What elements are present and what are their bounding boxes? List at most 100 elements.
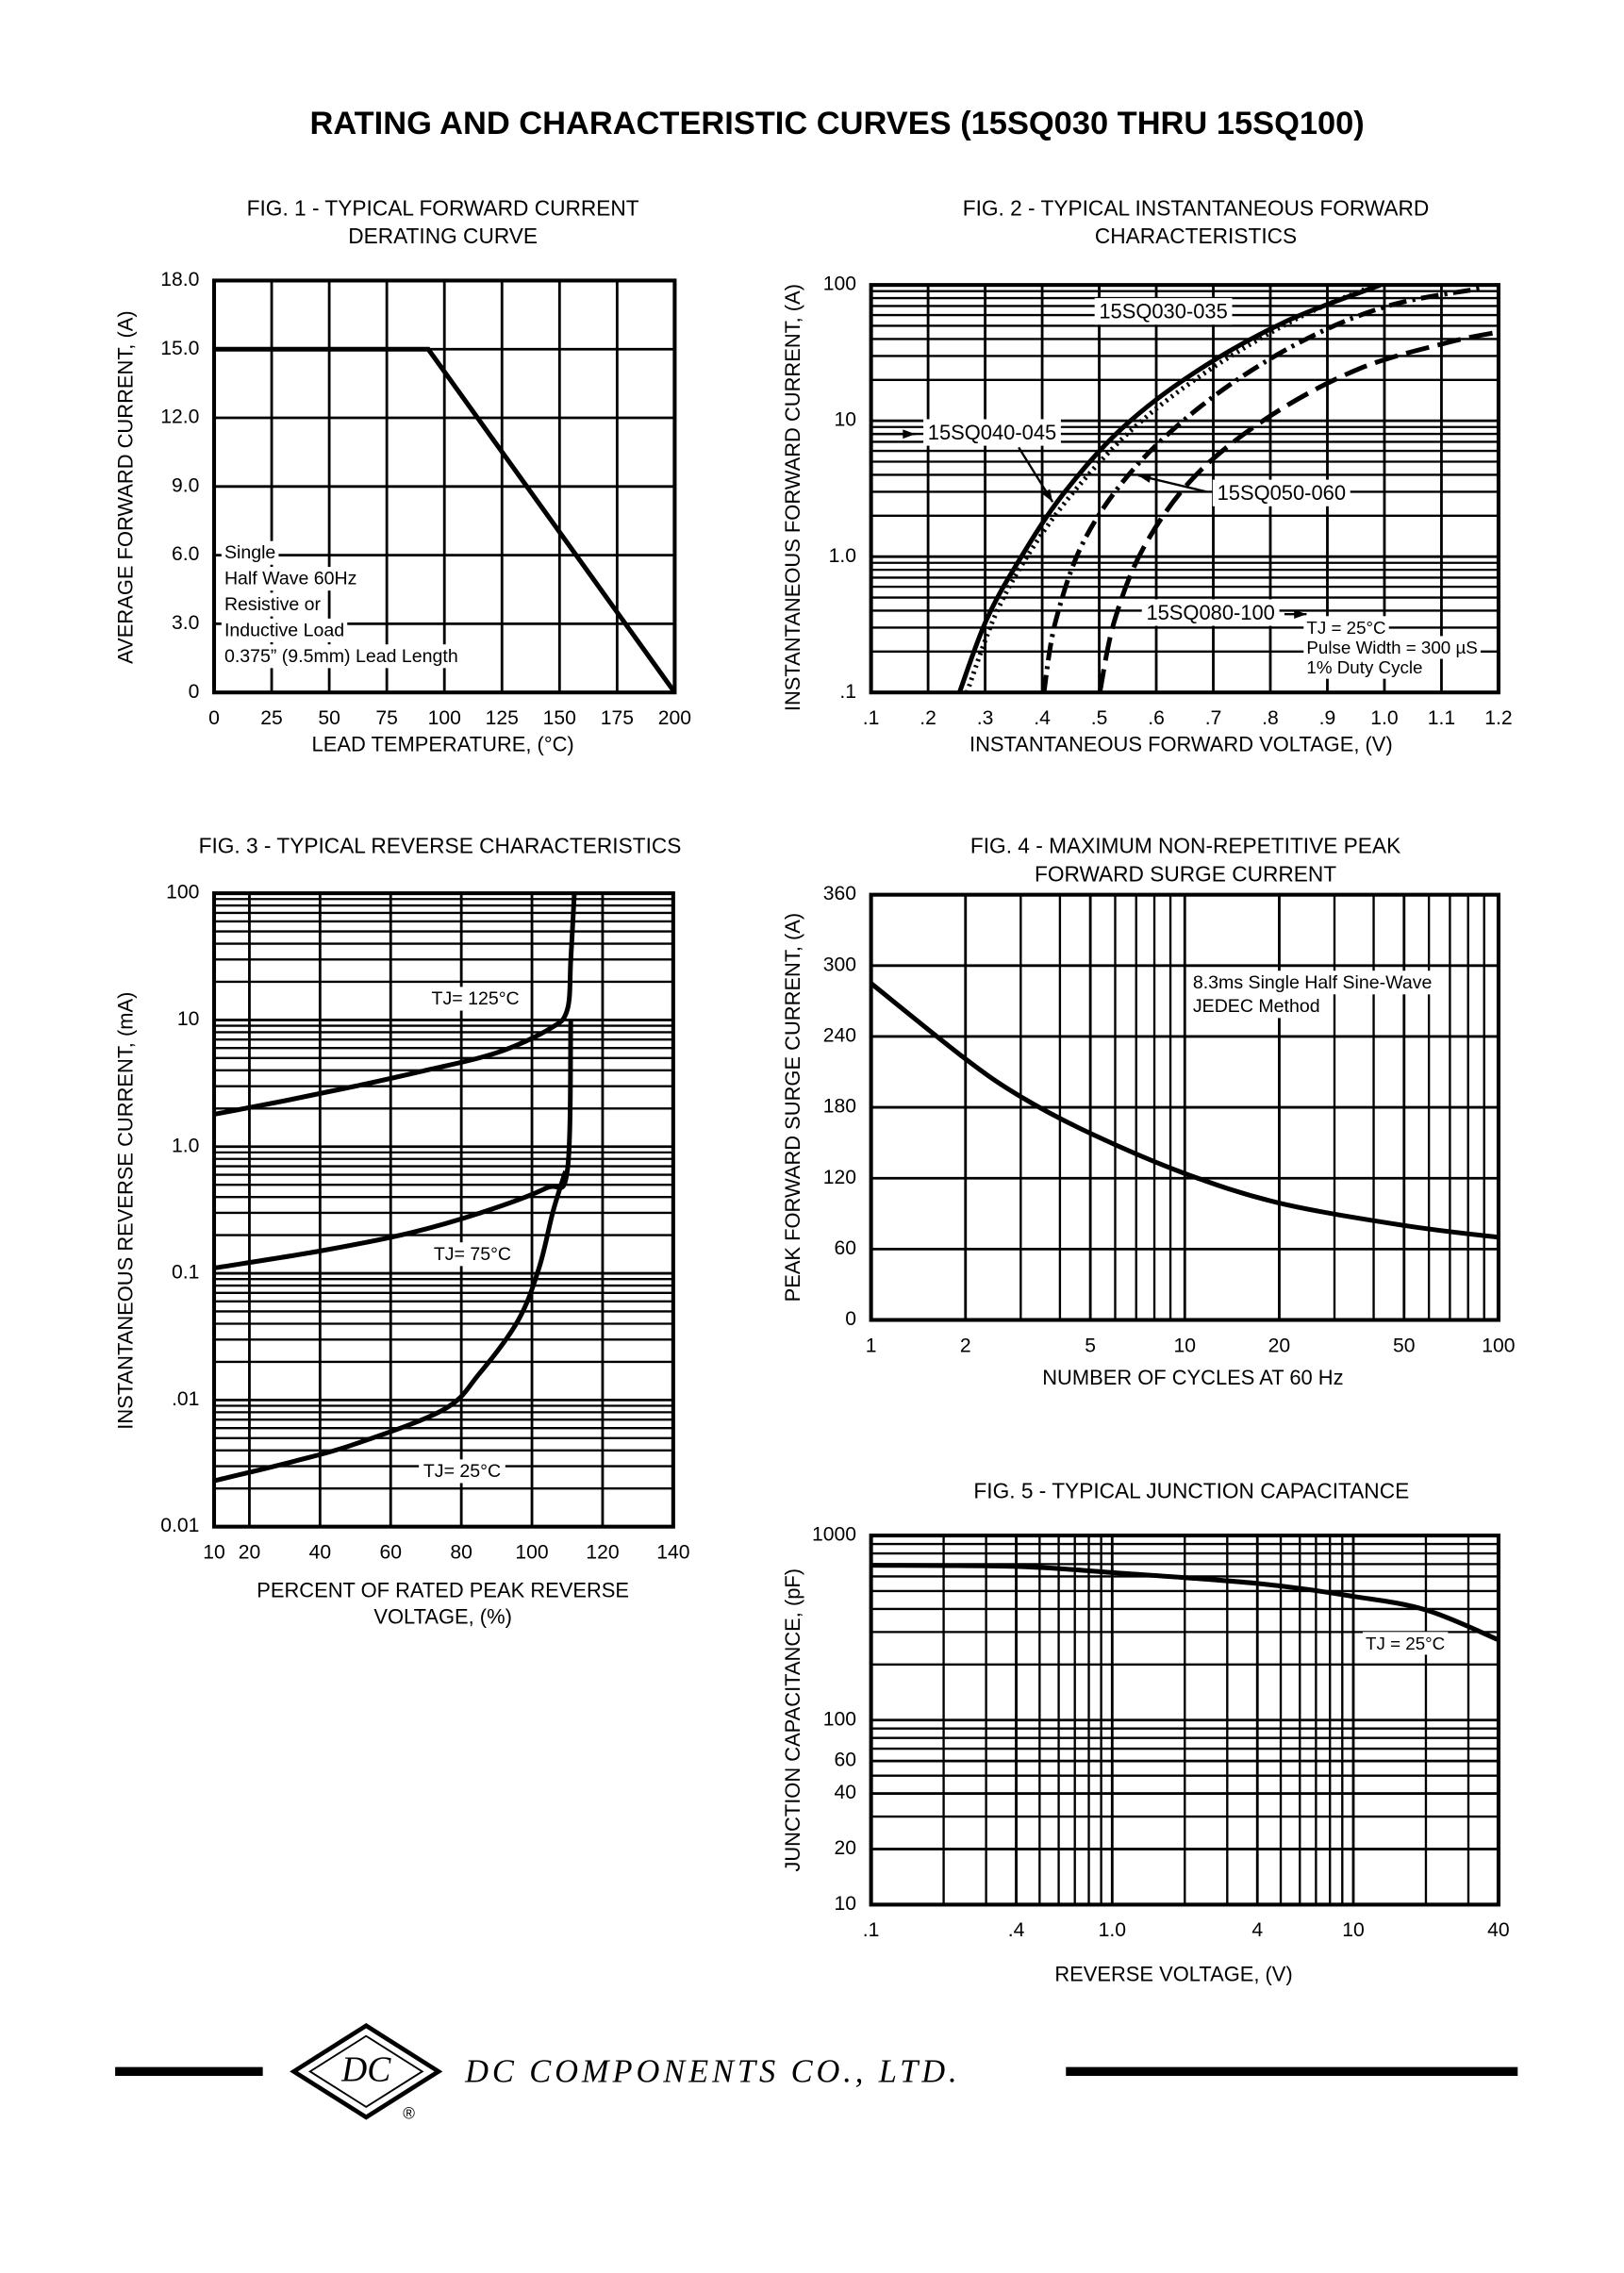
y-tick-label: 1000 <box>812 1524 856 1546</box>
plot-frame <box>869 892 1500 1322</box>
annotation: Half Wave 60Hz <box>224 569 357 589</box>
y-tick-label: 1.0 <box>172 1135 199 1156</box>
y-axis-label: AVERAGE FORWARD CURRENT, (A) <box>113 310 137 663</box>
chart: FIG. 1 - TYPICAL FORWARD CURRENT DERATING… <box>113 195 691 755</box>
y-tick-label: 20 <box>834 1837 856 1859</box>
curve <box>957 285 1382 693</box>
y-tick-label: 10 <box>834 1893 856 1915</box>
label-bg <box>1303 616 1389 639</box>
x-tick-label: 2 <box>960 1335 971 1356</box>
y-tick-label: 100 <box>166 882 199 904</box>
annotation: 1% Duty Cycle <box>1306 657 1422 677</box>
chart: FIG. 4 - MAXIMUM NON-REPETITIVE PEAK FORW… <box>781 834 1516 1389</box>
y-tick-label: 100 <box>823 274 856 295</box>
y-tick-label: 6.0 <box>172 543 199 565</box>
label-bg <box>1212 479 1351 506</box>
series-label: 15SQ040-045 <box>928 421 1056 444</box>
annotation: Single <box>224 542 275 563</box>
x-axis-label: REVERSE VOLTAGE, (V) <box>1054 1962 1292 1985</box>
x-tick-label: 10 <box>1342 1919 1365 1941</box>
y-tick-label: 240 <box>823 1025 856 1047</box>
x-tick-label: .1 <box>863 707 880 729</box>
y-tick-label: 40 <box>834 1782 856 1803</box>
annotation: TJ = 25°C <box>1306 618 1385 638</box>
y-tick-label: 3.0 <box>172 612 199 634</box>
x-tick-label: .4 <box>1008 1919 1025 1941</box>
y-tick-label: 18.0 <box>160 269 199 290</box>
series-label: 15SQ050-060 <box>1218 481 1346 505</box>
label-bg <box>221 592 324 617</box>
x-tick-label: .6 <box>1148 707 1165 729</box>
annotation: 0.375” (9.5mm) Lead Length <box>224 646 458 667</box>
y-tick-label: 100 <box>823 1708 856 1730</box>
plot-frame <box>869 283 1500 695</box>
curve <box>1041 285 1484 693</box>
logo-diamond <box>290 2023 443 2120</box>
y-tick-label: 0 <box>845 1308 856 1330</box>
chart-title: FIG. 4 - MAXIMUM NON-REPETITIVE PEAK <box>970 834 1400 858</box>
x-tick-label: .8 <box>1262 707 1279 729</box>
x-tick-label: 80 <box>450 1541 472 1563</box>
x-tick-label: 20 <box>239 1541 261 1563</box>
x-tick-label: 1 <box>866 1335 877 1356</box>
annotation: Resistive or <box>224 594 322 615</box>
label-bg <box>1189 994 1323 1019</box>
x-tick-label: .2 <box>920 707 936 729</box>
annotation: Pulse Width = 300 µS <box>1306 638 1477 657</box>
x-tick-label: 140 <box>656 1541 689 1563</box>
series-label: TJ= 75°C <box>434 1244 511 1265</box>
label-bg <box>426 987 524 1011</box>
x-tick-label: 60 <box>379 1541 402 1563</box>
chart-title: FIG. 3 - TYPICAL REVERSE CHARACTERISTICS <box>199 834 682 858</box>
x-tick-label: 4 <box>1251 1919 1263 1941</box>
x-tick-label: 40 <box>1487 1919 1510 1941</box>
y-tick-label: .01 <box>172 1388 199 1410</box>
series-label: 15SQ080-100 <box>1146 601 1274 624</box>
annotation: 8.3ms Single Half Sine-Wave <box>1193 972 1433 993</box>
company-name: DC COMPONENTS CO., LTD. <box>464 2053 960 2089</box>
x-tick-label: 0 <box>208 707 220 729</box>
y-tick-label: 120 <box>823 1167 856 1188</box>
y-tick-label: 12.0 <box>160 406 199 428</box>
y-tick-label: 15.0 <box>160 338 199 359</box>
x-tick-label: 40 <box>309 1541 332 1563</box>
label-bg <box>1141 599 1280 626</box>
x-tick-label: 100 <box>428 707 461 729</box>
label-bg <box>923 419 1061 446</box>
x-tick-label: .3 <box>977 707 994 729</box>
x-tick-label: 25 <box>260 707 282 729</box>
chart: FIG. 5 - TYPICAL JUNCTION CAPACITANCE REV… <box>781 1479 1510 1986</box>
plot-frame <box>211 278 677 695</box>
curve <box>213 893 577 1117</box>
y-tick-label: .1 <box>839 681 856 703</box>
y-tick-label: 0.01 <box>160 1515 199 1536</box>
chart-title: CHARACTERISTICS <box>1095 224 1297 248</box>
label-bg <box>221 644 461 669</box>
x-axis-label: INSTANTANEOUS FORWARD VOLTAGE, (V) <box>969 732 1393 755</box>
x-tick-label: 100 <box>1482 1335 1515 1356</box>
x-tick-label: 125 <box>486 707 519 729</box>
chart: FIG. 2 - TYPICAL INSTANTANEOUS FORWARD CH… <box>781 195 1513 755</box>
x-tick-label: 20 <box>1268 1335 1291 1356</box>
label-bg <box>221 618 348 642</box>
y-axis-label: INSTANTANEOUS REVERSE CURRENT, (mA) <box>113 992 137 1430</box>
chart-title: FIG. 2 - TYPICAL INSTANTANEOUS FORWARD <box>963 195 1430 220</box>
x-tick-label: .9 <box>1319 707 1336 729</box>
annotation: JEDEC Method <box>1193 996 1320 1017</box>
curve <box>213 346 675 693</box>
y-tick-label: 0 <box>189 681 200 703</box>
curve <box>213 1170 569 1484</box>
x-tick-label: 75 <box>375 707 398 729</box>
y-tick-label: 1.0 <box>829 545 856 567</box>
label-bg <box>1303 636 1481 659</box>
plot-frame <box>211 891 675 1529</box>
arrow-head <box>903 429 916 440</box>
x-axis-label: NUMBER OF CYCLES AT 60 Hz <box>1042 1366 1343 1389</box>
x-axis-label: PERCENT OF RATED PEAK REVERSE <box>257 1578 629 1601</box>
x-tick-label: 1.0 <box>1370 707 1398 729</box>
y-tick-label: 180 <box>823 1096 856 1118</box>
y-tick-label: 60 <box>834 1237 856 1259</box>
chart-title: FIG. 1 - TYPICAL FORWARD CURRENT <box>247 195 639 220</box>
